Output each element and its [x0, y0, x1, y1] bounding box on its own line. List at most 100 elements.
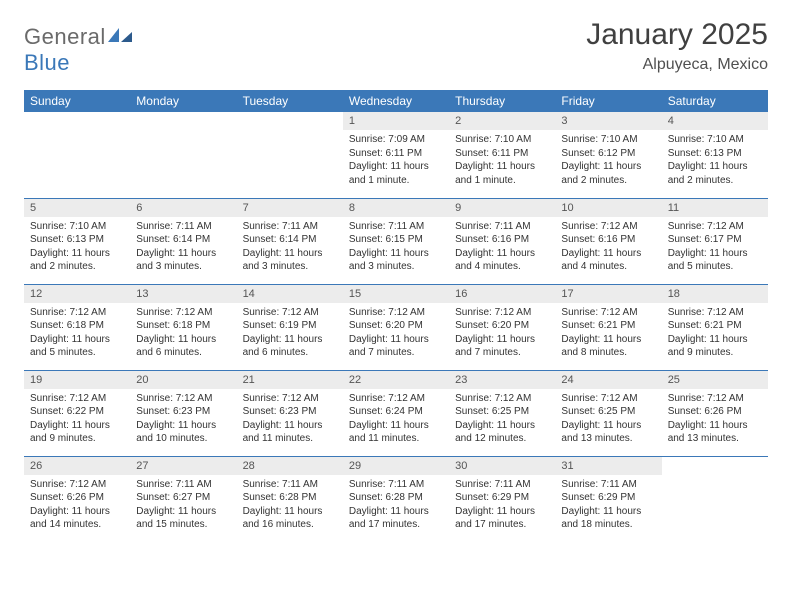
sunrise-line: Sunrise: 7:11 AM — [136, 220, 230, 234]
daylight-line: Daylight: 11 hours and 9 minutes. — [30, 419, 124, 446]
sunset-line: Sunset: 6:17 PM — [668, 233, 762, 247]
calendar-cell: 1Sunrise: 7:09 AMSunset: 6:11 PMDaylight… — [343, 112, 449, 198]
day-number: 29 — [343, 457, 449, 475]
col-sunday: Sunday — [24, 90, 130, 112]
sunset-line: Sunset: 6:25 PM — [561, 405, 655, 419]
day-number: 10 — [555, 199, 661, 217]
calendar-cell: 28Sunrise: 7:11 AMSunset: 6:28 PMDayligh… — [237, 456, 343, 542]
sunset-line: Sunset: 6:18 PM — [30, 319, 124, 333]
calendar-cell: 29Sunrise: 7:11 AMSunset: 6:28 PMDayligh… — [343, 456, 449, 542]
sunset-line: Sunset: 6:26 PM — [668, 405, 762, 419]
daylight-line: Daylight: 11 hours and 11 minutes. — [349, 419, 443, 446]
daylight-line: Daylight: 11 hours and 11 minutes. — [243, 419, 337, 446]
calendar-row: 1Sunrise: 7:09 AMSunset: 6:11 PMDaylight… — [24, 112, 768, 198]
sunset-line: Sunset: 6:20 PM — [349, 319, 443, 333]
daylight-line: Daylight: 11 hours and 1 minute. — [349, 160, 443, 187]
calendar-table: Sunday Monday Tuesday Wednesday Thursday… — [24, 90, 768, 542]
daylight-line: Daylight: 11 hours and 15 minutes. — [136, 505, 230, 532]
sunset-line: Sunset: 6:14 PM — [136, 233, 230, 247]
day-info: Sunrise: 7:11 AMSunset: 6:29 PMDaylight:… — [449, 475, 555, 536]
sunrise-line: Sunrise: 7:11 AM — [243, 220, 337, 234]
calendar-cell: 19Sunrise: 7:12 AMSunset: 6:22 PMDayligh… — [24, 370, 130, 456]
calendar-cell: 26Sunrise: 7:12 AMSunset: 6:26 PMDayligh… — [24, 456, 130, 542]
sunset-line: Sunset: 6:11 PM — [349, 147, 443, 161]
sunset-line: Sunset: 6:25 PM — [455, 405, 549, 419]
daylight-line: Daylight: 11 hours and 4 minutes. — [455, 247, 549, 274]
day-info: Sunrise: 7:12 AMSunset: 6:24 PMDaylight:… — [343, 389, 449, 450]
sunset-line: Sunset: 6:13 PM — [668, 147, 762, 161]
calendar-cell: 27Sunrise: 7:11 AMSunset: 6:27 PMDayligh… — [130, 456, 236, 542]
calendar-cell: 12Sunrise: 7:12 AMSunset: 6:18 PMDayligh… — [24, 284, 130, 370]
day-number: 14 — [237, 285, 343, 303]
day-number: 12 — [24, 285, 130, 303]
daylight-line: Daylight: 11 hours and 18 minutes. — [561, 505, 655, 532]
day-number: 13 — [130, 285, 236, 303]
day-info: Sunrise: 7:10 AMSunset: 6:13 PMDaylight:… — [24, 217, 130, 278]
calendar-cell: 17Sunrise: 7:12 AMSunset: 6:21 PMDayligh… — [555, 284, 661, 370]
calendar-cell — [237, 112, 343, 198]
sunrise-line: Sunrise: 7:12 AM — [561, 220, 655, 234]
day-info: Sunrise: 7:11 AMSunset: 6:14 PMDaylight:… — [130, 217, 236, 278]
calendar-cell: 15Sunrise: 7:12 AMSunset: 6:20 PMDayligh… — [343, 284, 449, 370]
calendar-cell: 24Sunrise: 7:12 AMSunset: 6:25 PMDayligh… — [555, 370, 661, 456]
daylight-line: Daylight: 11 hours and 17 minutes. — [455, 505, 549, 532]
sunset-line: Sunset: 6:23 PM — [136, 405, 230, 419]
day-info: Sunrise: 7:11 AMSunset: 6:15 PMDaylight:… — [343, 217, 449, 278]
day-number: 7 — [237, 199, 343, 217]
sunrise-line: Sunrise: 7:12 AM — [243, 306, 337, 320]
sunset-line: Sunset: 6:21 PM — [668, 319, 762, 333]
logo-sail-icon — [108, 24, 134, 49]
daylight-line: Daylight: 11 hours and 7 minutes. — [349, 333, 443, 360]
daylight-line: Daylight: 11 hours and 2 minutes. — [561, 160, 655, 187]
sunset-line: Sunset: 6:26 PM — [30, 491, 124, 505]
daylight-line: Daylight: 11 hours and 3 minutes. — [349, 247, 443, 274]
sunrise-line: Sunrise: 7:09 AM — [349, 133, 443, 147]
calendar-cell: 4Sunrise: 7:10 AMSunset: 6:13 PMDaylight… — [662, 112, 768, 198]
day-info: Sunrise: 7:12 AMSunset: 6:18 PMDaylight:… — [130, 303, 236, 364]
day-number: 2 — [449, 112, 555, 130]
day-number: 30 — [449, 457, 555, 475]
sunrise-line: Sunrise: 7:10 AM — [455, 133, 549, 147]
sunset-line: Sunset: 6:21 PM — [561, 319, 655, 333]
day-info: Sunrise: 7:10 AMSunset: 6:12 PMDaylight:… — [555, 130, 661, 191]
daylight-line: Daylight: 11 hours and 3 minutes. — [243, 247, 337, 274]
sunrise-line: Sunrise: 7:12 AM — [455, 392, 549, 406]
sunset-line: Sunset: 6:18 PM — [136, 319, 230, 333]
sunrise-line: Sunrise: 7:12 AM — [30, 306, 124, 320]
day-number: 24 — [555, 371, 661, 389]
day-info: Sunrise: 7:11 AMSunset: 6:28 PMDaylight:… — [343, 475, 449, 536]
calendar-cell — [662, 456, 768, 542]
day-number: 25 — [662, 371, 768, 389]
sunrise-line: Sunrise: 7:11 AM — [455, 478, 549, 492]
daylight-line: Daylight: 11 hours and 13 minutes. — [561, 419, 655, 446]
day-info: Sunrise: 7:11 AMSunset: 6:29 PMDaylight:… — [555, 475, 661, 536]
sunset-line: Sunset: 6:19 PM — [243, 319, 337, 333]
calendar-cell: 8Sunrise: 7:11 AMSunset: 6:15 PMDaylight… — [343, 198, 449, 284]
calendar-row: 19Sunrise: 7:12 AMSunset: 6:22 PMDayligh… — [24, 370, 768, 456]
calendar-cell: 2Sunrise: 7:10 AMSunset: 6:11 PMDaylight… — [449, 112, 555, 198]
day-info: Sunrise: 7:12 AMSunset: 6:23 PMDaylight:… — [237, 389, 343, 450]
calendar-row: 5Sunrise: 7:10 AMSunset: 6:13 PMDaylight… — [24, 198, 768, 284]
day-number: 22 — [343, 371, 449, 389]
daylight-line: Daylight: 11 hours and 5 minutes. — [668, 247, 762, 274]
title-block: January 2025 Alpuyeca, Mexico — [586, 18, 768, 74]
sunrise-line: Sunrise: 7:12 AM — [243, 392, 337, 406]
daylight-line: Daylight: 11 hours and 6 minutes. — [136, 333, 230, 360]
calendar-header-row: Sunday Monday Tuesday Wednesday Thursday… — [24, 90, 768, 112]
sunrise-line: Sunrise: 7:12 AM — [349, 306, 443, 320]
header: GeneralBlue January 2025 Alpuyeca, Mexic… — [24, 18, 768, 76]
sunset-line: Sunset: 6:15 PM — [349, 233, 443, 247]
logo-text-1: General — [24, 24, 106, 49]
day-info: Sunrise: 7:12 AMSunset: 6:26 PMDaylight:… — [662, 389, 768, 450]
col-monday: Monday — [130, 90, 236, 112]
day-info: Sunrise: 7:12 AMSunset: 6:25 PMDaylight:… — [449, 389, 555, 450]
sunrise-line: Sunrise: 7:10 AM — [561, 133, 655, 147]
calendar-cell — [130, 112, 236, 198]
calendar-row: 12Sunrise: 7:12 AMSunset: 6:18 PMDayligh… — [24, 284, 768, 370]
day-number: 11 — [662, 199, 768, 217]
sunset-line: Sunset: 6:27 PM — [136, 491, 230, 505]
daylight-line: Daylight: 11 hours and 4 minutes. — [561, 247, 655, 274]
col-wednesday: Wednesday — [343, 90, 449, 112]
day-number: 28 — [237, 457, 343, 475]
day-number: 23 — [449, 371, 555, 389]
